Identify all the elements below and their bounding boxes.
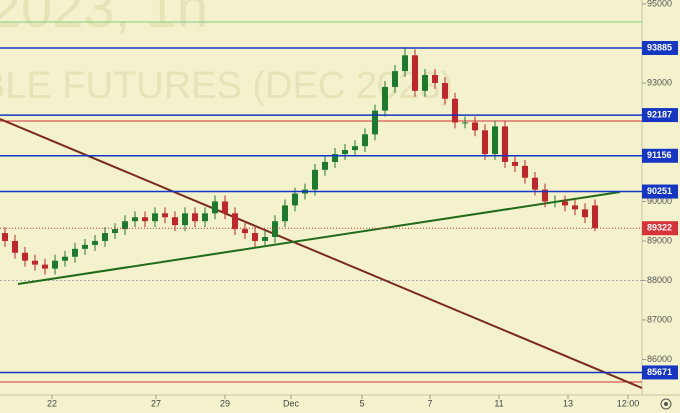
candle-body (112, 229, 118, 234)
y-tick-label: 88000 (647, 275, 672, 285)
candle-body (322, 161, 328, 170)
x-tick-label: 7 (427, 398, 432, 408)
candle-body (392, 71, 398, 87)
candle-body (552, 201, 558, 203)
x-tick-label: 29 (220, 398, 230, 408)
candle-body (442, 82, 448, 99)
candle-body (332, 154, 338, 162)
candle-body (452, 98, 458, 123)
trend-line (17, 190, 621, 285)
candle-body (402, 55, 408, 72)
candle-body (252, 233, 258, 241)
candle-body (32, 260, 38, 265)
candle-body (262, 237, 268, 241)
x-tick-label: 5 (359, 398, 364, 408)
x-tick-label: 27 (151, 398, 161, 408)
candle-body (482, 130, 488, 155)
watermark: BLE FUTURES (DEC 2023) (0, 65, 453, 107)
candle-body (182, 213, 188, 226)
candle-body (22, 252, 28, 261)
candle-body (202, 213, 208, 222)
candle-body (372, 110, 378, 135)
candle-body (352, 146, 358, 151)
watermark: 2023, 1h (0, 0, 208, 39)
candle-body (342, 150, 348, 155)
candle-body (162, 213, 168, 218)
candle-body (522, 165, 528, 178)
candle-body (362, 134, 368, 147)
candle-body (152, 213, 158, 222)
candle-body (172, 217, 178, 226)
level-label-box (642, 365, 678, 380)
level-label: 90251 (647, 186, 672, 196)
candle-body (282, 205, 288, 222)
level-label: 92187 (647, 109, 672, 119)
y-tick-label: 86000 (647, 354, 672, 364)
candle-body (542, 189, 548, 202)
candle-body (472, 122, 478, 131)
candle-body (242, 229, 248, 234)
level-label: 85671 (647, 367, 672, 377)
settings-icon[interactable] (660, 398, 672, 410)
candle-body (12, 240, 18, 253)
candle-body (92, 240, 98, 245)
candle-body (422, 75, 428, 91)
y-tick-label: 90000 (647, 196, 672, 206)
y-tick-label: 87000 (647, 314, 672, 324)
candle-body (62, 256, 68, 261)
candle-body (512, 161, 518, 166)
candle-body (142, 217, 148, 222)
candle-body (132, 217, 138, 222)
x-tick-label: 11 (494, 398, 503, 408)
candle-body (232, 213, 238, 230)
candle-body (2, 233, 8, 241)
candle-body (212, 201, 218, 214)
gear-center[interactable] (664, 402, 668, 406)
candle-body (532, 177, 538, 190)
candle-body (52, 260, 58, 269)
candle-body (42, 264, 48, 269)
level-label: 93885 (647, 42, 672, 52)
level-label-box (642, 148, 678, 163)
candle-body (292, 193, 298, 206)
candle-body (312, 169, 318, 190)
gear[interactable] (660, 398, 672, 410)
candle-body (192, 213, 198, 222)
candle-body (492, 126, 498, 155)
candle-body (572, 205, 578, 210)
last-price-label: 89322 (647, 223, 672, 233)
y-tick-label: 95000 (647, 0, 672, 8)
candle-body (272, 221, 278, 237)
last-price-box (642, 221, 678, 236)
candle-body (582, 209, 588, 218)
level-label: 91156 (647, 150, 672, 160)
candle-body (222, 201, 228, 214)
candle-body (562, 201, 568, 206)
y-tick-label: 93000 (647, 77, 672, 87)
candle-body (102, 233, 108, 241)
candle-body (412, 55, 418, 91)
level-label-box (642, 184, 678, 199)
candle-body (592, 205, 598, 229)
level-label-box (642, 40, 678, 55)
candle-body (382, 86, 388, 111)
candle-body (462, 122, 468, 124)
candle-body (432, 75, 438, 83)
level-label-box (642, 108, 678, 123)
trend-line (0, 118, 643, 389)
candle-body (122, 221, 128, 230)
candle-body (72, 248, 78, 257)
x-tick-label: 12:00 (617, 398, 640, 408)
x-tick-label: 22 (47, 398, 57, 408)
x-tick-label: 13 (563, 398, 573, 408)
x-tick-label: Dec (283, 398, 300, 408)
candle-body (82, 244, 88, 249)
y-tick-label: 89000 (647, 235, 672, 245)
candle-body (502, 126, 508, 162)
